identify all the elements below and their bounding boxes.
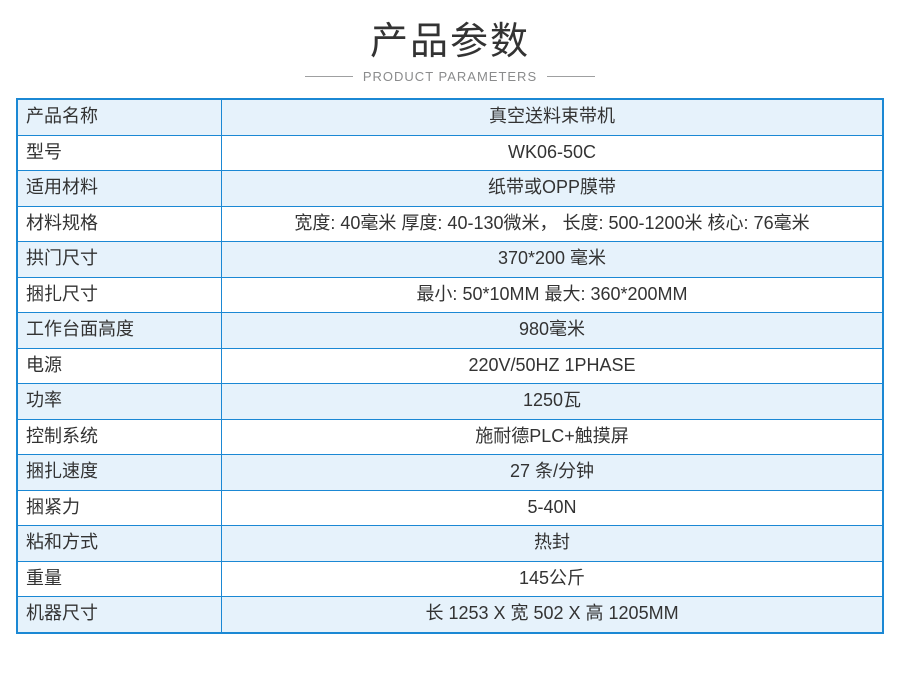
table-row: 粘和方式热封 <box>18 526 883 562</box>
param-value: 370*200 毫米 <box>222 242 883 278</box>
param-label: 重量 <box>18 561 222 597</box>
table-row: 重量145公斤 <box>18 561 883 597</box>
param-value: 真空送料束带机 <box>222 100 883 136</box>
params-table: 产品名称真空送料束带机型号WK06-50C适用材料纸带或OPP膜带材料规格宽度:… <box>17 99 883 633</box>
param-value: 27 条/分钟 <box>222 455 883 491</box>
param-label: 控制系统 <box>18 419 222 455</box>
param-value: 980毫米 <box>222 313 883 349</box>
param-label: 捆紧力 <box>18 490 222 526</box>
param-label: 适用材料 <box>18 171 222 207</box>
page-title: 产品参数 <box>0 10 900 65</box>
param-label: 捆扎尺寸 <box>18 277 222 313</box>
param-value: 宽度: 40毫米 厚度: 40-130微米， 长度: 500-1200米 核心:… <box>222 206 883 242</box>
table-row: 产品名称真空送料束带机 <box>18 100 883 136</box>
table-row: 工作台面高度980毫米 <box>18 313 883 349</box>
param-value: 1250瓦 <box>222 384 883 420</box>
param-value: 施耐德PLC+触摸屏 <box>222 419 883 455</box>
table-row: 适用材料纸带或OPP膜带 <box>18 171 883 207</box>
param-label: 拱门尺寸 <box>18 242 222 278</box>
param-label: 粘和方式 <box>18 526 222 562</box>
param-label: 材料规格 <box>18 206 222 242</box>
divider-left <box>305 76 353 77</box>
table-row: 电源220V/50HZ 1PHASE <box>18 348 883 384</box>
param-label: 机器尺寸 <box>18 597 222 633</box>
params-table-wrap: 产品名称真空送料束带机型号WK06-50C适用材料纸带或OPP膜带材料规格宽度:… <box>16 98 884 634</box>
page-subtitle: PRODUCT PARAMETERS <box>363 69 537 84</box>
param-value: 长 1253 X 宽 502 X 高 1205MM <box>222 597 883 633</box>
param-value: 最小: 50*10MM 最大: 360*200MM <box>222 277 883 313</box>
param-value: WK06-50C <box>222 135 883 171</box>
table-row: 控制系统施耐德PLC+触摸屏 <box>18 419 883 455</box>
header: 产品参数 PRODUCT PARAMETERS <box>0 0 900 92</box>
table-row: 捆扎尺寸最小: 50*10MM 最大: 360*200MM <box>18 277 883 313</box>
param-value: 145公斤 <box>222 561 883 597</box>
table-row: 功率1250瓦 <box>18 384 883 420</box>
table-row: 捆紧力5-40N <box>18 490 883 526</box>
param-value: 220V/50HZ 1PHASE <box>222 348 883 384</box>
param-label: 电源 <box>18 348 222 384</box>
param-label: 产品名称 <box>18 100 222 136</box>
table-row: 捆扎速度27 条/分钟 <box>18 455 883 491</box>
param-label: 工作台面高度 <box>18 313 222 349</box>
table-row: 拱门尺寸370*200 毫米 <box>18 242 883 278</box>
param-label: 型号 <box>18 135 222 171</box>
table-row: 型号WK06-50C <box>18 135 883 171</box>
table-row: 材料规格宽度: 40毫米 厚度: 40-130微米， 长度: 500-1200米… <box>18 206 883 242</box>
table-row: 机器尺寸长 1253 X 宽 502 X 高 1205MM <box>18 597 883 633</box>
subtitle-wrap: PRODUCT PARAMETERS <box>0 69 900 84</box>
param-label: 功率 <box>18 384 222 420</box>
param-value: 纸带或OPP膜带 <box>222 171 883 207</box>
divider-right <box>547 76 595 77</box>
param-label: 捆扎速度 <box>18 455 222 491</box>
param-value: 5-40N <box>222 490 883 526</box>
param-value: 热封 <box>222 526 883 562</box>
